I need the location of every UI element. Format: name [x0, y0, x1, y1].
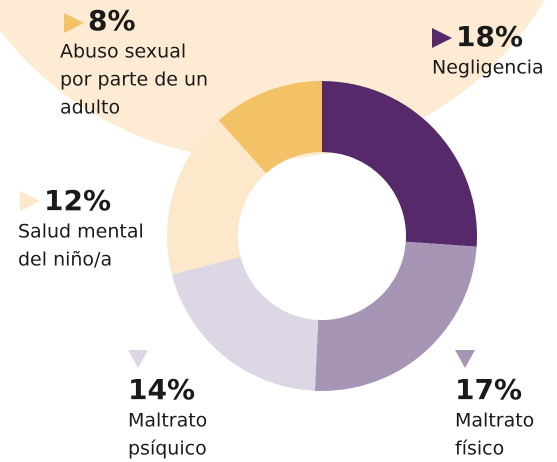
legend-marker [432, 28, 452, 48]
donut [166, 81, 478, 391]
value-label: 12% [44, 184, 111, 217]
donut-segment [171, 256, 319, 391]
donut-segment [322, 81, 478, 247]
labels: 18% Negligencia 17% Maltrato físico 14% Maltra… [18, 4, 544, 460]
category-label: físico [455, 438, 504, 460]
category-label: por parte de un [60, 69, 208, 91]
category-label: del niño/a [18, 249, 112, 271]
value-label: 18% [456, 20, 523, 53]
category-label: Negligencia [432, 57, 544, 79]
category-label: Maltrato [128, 410, 207, 432]
legend-marker [128, 350, 148, 368]
donut-segment [314, 241, 477, 391]
donut-segment [218, 81, 322, 174]
donut-segment [166, 120, 267, 275]
category-label: Maltrato [455, 410, 534, 432]
value-label: 8% [88, 4, 136, 37]
legend-marker [455, 350, 475, 368]
category-label: Abuso sexual [60, 41, 186, 63]
value-label: 14% [128, 373, 195, 406]
value-label: 17% [455, 373, 522, 406]
legend-marker [64, 13, 84, 33]
category-label: psíquico [128, 438, 207, 460]
category-label: adulto [60, 97, 120, 119]
legend-marker [20, 191, 40, 211]
category-label: Salud mental [18, 221, 144, 243]
